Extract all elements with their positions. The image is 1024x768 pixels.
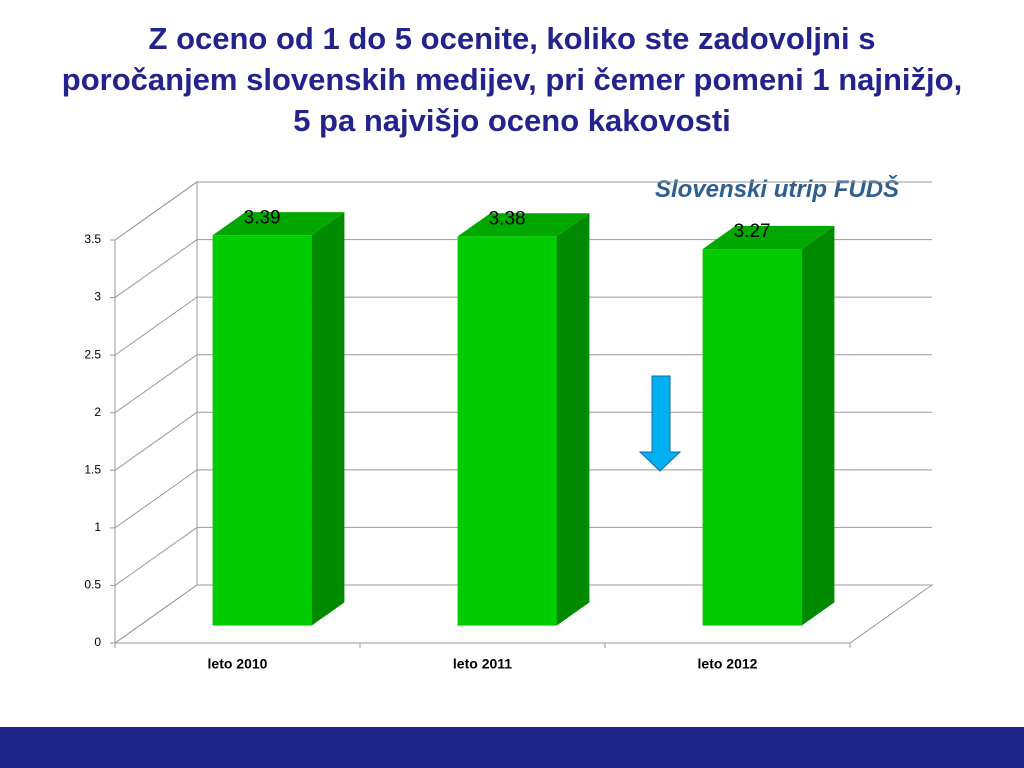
y-tick-label: 2.5 [84,347,101,361]
grid-line-side [114,239,198,298]
bar [457,236,557,626]
y-tick-label: 2 [94,405,101,419]
bar-top [212,212,345,236]
y-tick-label: 0 [94,635,101,649]
chart: 0 0.5 1 1.5 2 2.5 3 3.5 leto 2010 3.39 leto 2011 3.… [84,181,934,672]
footer-band [0,727,1024,768]
grid-line-side [114,527,198,586]
bar-top [702,225,835,250]
grid-line-side [114,181,198,241]
value-label: 3.38 [489,208,526,229]
down-arrow [638,375,682,472]
value-label: 3.39 [244,207,281,228]
bar-side [311,212,345,626]
bar-top [457,213,590,237]
value-label: 3.27 [734,221,771,242]
bar-side [801,225,835,626]
grid-line-side [114,296,198,356]
y-tick-label: 1.5 [84,462,101,476]
slide-title: Z oceno od 1 do 5 ocenite, koliko ste za… [61,21,963,138]
x-tick-label: leto 2012 [698,656,758,672]
x-tick-label: leto 2010 [208,656,268,672]
bar-side [556,213,590,626]
y-tick-label: 0.5 [84,578,101,592]
grid-line-side [114,469,198,529]
y-tick-label: 3.5 [84,232,101,246]
bar [702,249,802,626]
grid-line-side [114,354,198,414]
grid-line-side [114,584,198,644]
logo: Slovenski utrip FUDŠ [655,176,900,203]
y-tick-label: 1 [94,520,101,534]
y-tick-label: 3 [94,290,101,304]
bar [212,235,312,626]
left-wall [114,181,198,643]
x-tick-label: leto 2011 [453,656,512,672]
grid-line-side [114,411,198,471]
